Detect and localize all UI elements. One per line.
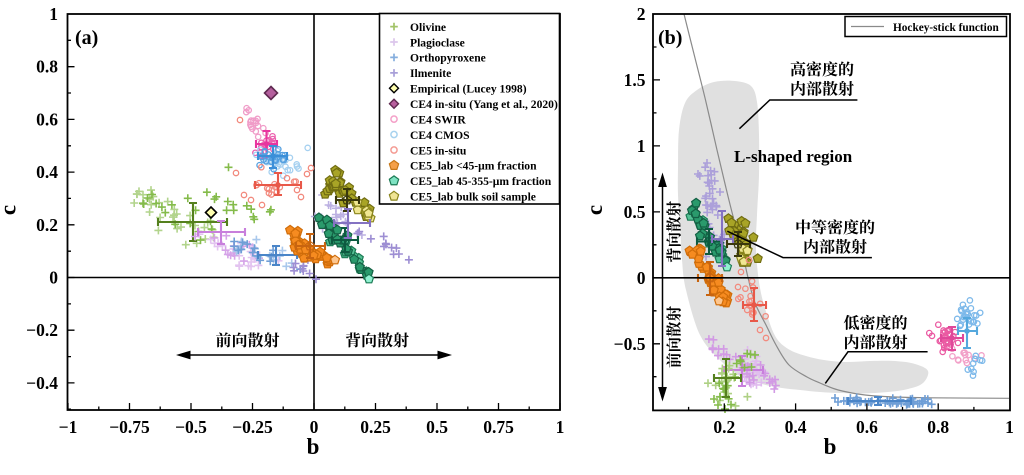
svg-text:(a): (a) — [75, 27, 98, 49]
svg-text:Plagioclase: Plagioclase — [410, 36, 465, 49]
svg-text:0.6: 0.6 — [36, 109, 58, 129]
svg-text:Olivine: Olivine — [410, 21, 446, 34]
svg-text:CE5_lab <45-μm fraction: CE5_lab <45-μm fraction — [410, 160, 537, 173]
svg-text:CE5 in-situ: CE5 in-situ — [410, 144, 467, 157]
svg-text:Orthopyroxene: Orthopyroxene — [410, 52, 486, 65]
svg-text:(b): (b) — [658, 27, 682, 49]
svg-text:0: 0 — [49, 268, 58, 288]
svg-text:CE5_lab bulk soil sample: CE5_lab bulk soil sample — [410, 191, 536, 204]
svg-text:−0.2: −0.2 — [26, 320, 58, 340]
svg-text:−1: −1 — [59, 417, 78, 437]
svg-text:Ilmenite: Ilmenite — [410, 67, 451, 80]
svg-text:0.5: 0.5 — [426, 417, 448, 437]
svg-text:0.25: 0.25 — [360, 417, 391, 437]
svg-text:0: 0 — [310, 417, 319, 437]
svg-text:−0.5: −0.5 — [614, 334, 646, 354]
svg-text:0.2: 0.2 — [713, 417, 735, 437]
svg-text:0.8: 0.8 — [927, 417, 949, 437]
svg-text:1: 1 — [637, 136, 646, 156]
svg-text:0.2: 0.2 — [36, 215, 58, 235]
svg-text:c: c — [0, 205, 21, 215]
svg-text:−0.4: −0.4 — [26, 373, 58, 393]
svg-text:0: 0 — [637, 268, 646, 288]
svg-text:CE4 in-situ (Yang et al., 2020: CE4 in-situ (Yang et al., 2020) — [410, 98, 558, 111]
svg-text:1: 1 — [556, 417, 565, 437]
svg-text:1.5: 1.5 — [624, 70, 646, 90]
svg-text:2: 2 — [637, 4, 646, 24]
svg-text:0.4: 0.4 — [36, 162, 58, 182]
svg-text:1: 1 — [49, 4, 58, 24]
svg-text:1: 1 — [1005, 417, 1014, 437]
svg-text:−0.75: −0.75 — [109, 417, 150, 437]
svg-text:c: c — [582, 205, 607, 215]
svg-text:b: b — [824, 434, 837, 459]
svg-text:0.4: 0.4 — [785, 417, 807, 437]
svg-text:b: b — [307, 434, 320, 459]
svg-text:L-shaped region: L-shaped region — [734, 147, 853, 166]
svg-text:CE4 CMOS: CE4 CMOS — [410, 129, 470, 142]
svg-text:0.75: 0.75 — [483, 417, 514, 437]
svg-text:−0.5: −0.5 — [175, 417, 207, 437]
svg-text:0.8: 0.8 — [36, 57, 58, 77]
svg-text:CE5_lab 45-355-μm fraction: CE5_lab 45-355-μm fraction — [410, 175, 552, 188]
svg-text:CE4 SWIR: CE4 SWIR — [410, 113, 466, 126]
svg-text:Empirical (Lucey 1998): Empirical (Lucey 1998) — [410, 83, 527, 96]
svg-text:0.6: 0.6 — [856, 417, 878, 437]
svg-text:0.5: 0.5 — [624, 202, 646, 222]
svg-text:−0.25: −0.25 — [232, 417, 273, 437]
svg-text:Hockey-stick function: Hockey-stick function — [893, 22, 999, 34]
